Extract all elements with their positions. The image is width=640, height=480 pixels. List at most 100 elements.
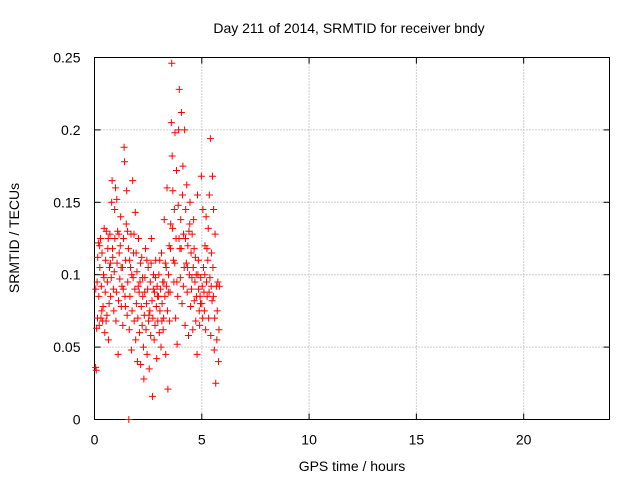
data-point [155, 271, 163, 279]
data-point [138, 321, 146, 329]
data-point [171, 259, 179, 267]
data-point [163, 307, 171, 315]
data-point [187, 249, 195, 257]
data-point [104, 235, 112, 242]
data-point [114, 227, 122, 235]
data-point [192, 271, 200, 279]
data-point [175, 235, 183, 242]
data-point [102, 227, 110, 235]
data-point [112, 288, 120, 296]
data-point [134, 235, 142, 242]
data-point [209, 263, 217, 271]
data-point [129, 274, 137, 282]
data-point [103, 278, 111, 286]
data-point [95, 292, 103, 300]
chart-title: Day 211 of 2014, SRMTID for receiver bnd… [213, 20, 484, 36]
x-tick-label: 20 [516, 432, 532, 448]
data-point [119, 321, 127, 329]
data-point [201, 271, 209, 279]
data-point [113, 195, 121, 203]
data-point [142, 326, 150, 334]
data-point [189, 326, 197, 334]
data-point [148, 392, 156, 400]
data-point [187, 303, 195, 311]
data-point [143, 256, 151, 264]
data-point [214, 278, 222, 286]
data-point [128, 271, 136, 279]
data-point [158, 317, 166, 325]
data-point [210, 346, 218, 354]
y-tick-label: 0.1 [61, 267, 81, 283]
data-point [133, 268, 141, 276]
data-point [181, 321, 189, 329]
data-point [182, 259, 190, 267]
data-point [165, 271, 173, 279]
data-point [215, 358, 223, 366]
data-point [205, 288, 213, 296]
data-point [116, 242, 124, 250]
data-point [141, 288, 149, 296]
data-point [133, 358, 141, 366]
data-point [101, 288, 109, 296]
data-point [207, 332, 215, 340]
data-point [134, 282, 142, 290]
data-point [169, 224, 177, 232]
data-point [129, 177, 137, 185]
data-point [137, 360, 145, 368]
data-point [202, 326, 210, 334]
data-point [183, 181, 191, 189]
data-point [94, 239, 102, 247]
x-axis-label: GPS time / hours [299, 458, 406, 474]
data-point [174, 201, 182, 209]
data-point [204, 224, 212, 232]
data-point [190, 297, 198, 305]
y-tick-label: 0.05 [53, 339, 80, 355]
data-point [194, 256, 202, 264]
data-point [117, 263, 125, 271]
data-point [172, 166, 180, 174]
data-point [153, 282, 161, 290]
data-point [182, 206, 190, 214]
data-point [178, 191, 186, 199]
data-point [185, 227, 193, 235]
data-point [123, 311, 131, 319]
data-point [95, 321, 103, 329]
data-point [156, 307, 164, 315]
data-point [154, 292, 162, 300]
data-point [110, 307, 118, 315]
data-point [197, 172, 205, 180]
data-point [139, 292, 147, 300]
data-point [209, 172, 217, 180]
data-point [165, 242, 173, 250]
data-point [184, 263, 192, 271]
data-point [92, 285, 100, 293]
data-point [205, 314, 213, 322]
data-point [98, 249, 106, 257]
data-point [132, 249, 140, 257]
data-point [162, 350, 170, 358]
data-point [127, 346, 135, 354]
data-point [213, 307, 221, 315]
data-point [213, 336, 221, 344]
data-point [145, 311, 153, 319]
data-point [193, 350, 201, 358]
data-point [149, 285, 157, 293]
data-point [212, 379, 220, 387]
data-point [117, 213, 125, 221]
data-point [128, 307, 136, 315]
data-point [157, 249, 165, 257]
data-point [171, 129, 179, 137]
data-point [160, 278, 168, 286]
data-point [93, 278, 101, 286]
data-point [121, 158, 129, 166]
data-point [176, 274, 184, 282]
data-point [136, 259, 144, 267]
data-point [131, 285, 139, 293]
data-point [161, 259, 169, 267]
data-point [124, 245, 132, 253]
data-point [149, 314, 157, 322]
data-point [177, 245, 185, 253]
data-point [145, 365, 153, 373]
data-point [203, 278, 211, 286]
data-point [162, 263, 170, 271]
